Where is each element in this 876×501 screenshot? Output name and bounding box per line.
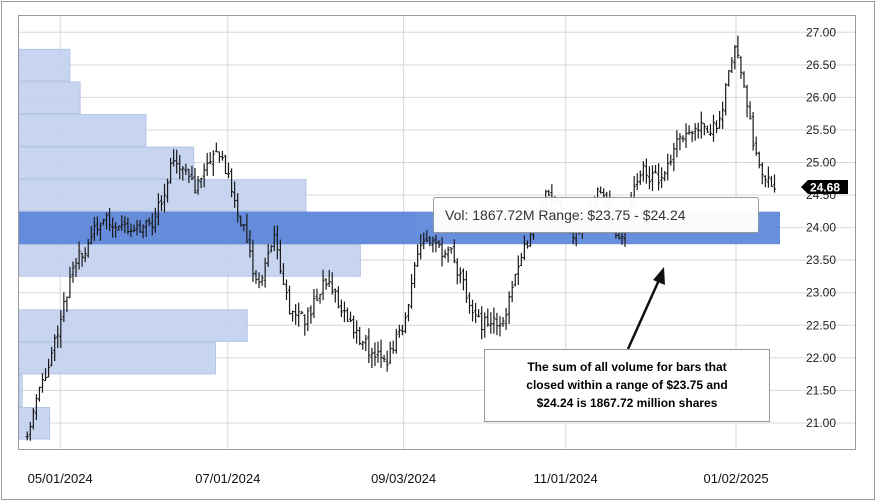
volume-bin — [18, 81, 81, 114]
y-axis: 21.0021.5022.0022.5023.0023.5024.0024.50… — [806, 25, 836, 430]
callout-line-2: closed within a range of $23.75 and — [526, 378, 727, 392]
x-tick-label: 01/02/2025 — [704, 471, 769, 486]
volume-bin — [18, 113, 147, 147]
y-tick-label: 21.50 — [806, 383, 836, 397]
x-axis: 05/01/2024 07/01/2024 09/03/2024 11/01/2024… — [28, 471, 769, 486]
x-tick-label: 09/03/2024 — [371, 471, 436, 486]
y-tick-label: 22.00 — [806, 351, 836, 365]
callout-line-1: The sum of all volume for bars that — [527, 360, 726, 374]
y-tick-label: 26.00 — [806, 90, 836, 104]
y-tick-label: 27.00 — [806, 25, 836, 39]
callout-box — [484, 349, 770, 422]
callout-line-3: $24.24 is 1867.72 million shares — [537, 396, 718, 410]
last-price-label: 24.68 — [810, 181, 840, 195]
y-tick-label: 21.00 — [806, 416, 836, 430]
annotation-arrow — [626, 267, 665, 350]
volume-tooltip: Vol: 1867.72M Range: $23.75 - $24.24 — [433, 197, 759, 233]
y-tick-label: 22.50 — [806, 318, 836, 332]
volume-bin — [18, 374, 23, 408]
last-price-marker — [801, 180, 848, 194]
x-tick-label: 11/01/2024 — [534, 471, 598, 486]
y-tick-label: 25.00 — [806, 156, 836, 170]
y-tick-label: 24.00 — [806, 221, 836, 235]
price-bars — [25, 35, 777, 441]
arrow-head — [653, 267, 665, 285]
tooltip-box — [433, 197, 759, 233]
tooltip-text: Vol: 1867.72M Range: $23.75 - $24.24 — [445, 207, 686, 223]
y-tick-label: 23.00 — [806, 286, 836, 300]
y-tick-label: 25.50 — [806, 123, 836, 137]
volume-bin — [18, 179, 307, 212]
volume-bin — [18, 407, 51, 440]
annotation-callout: The sum of all volume for bars that clos… — [484, 349, 770, 422]
y-tick-label: 26.50 — [806, 58, 836, 72]
arrow-line — [626, 279, 661, 350]
plot-area-frame — [18, 15, 856, 450]
y-tick-label: 23.50 — [806, 253, 836, 267]
last-price-badge: 24.68 — [801, 180, 848, 195]
x-tick-label: 05/01/2024 — [28, 471, 93, 486]
x-tick-label: 07/01/2024 — [195, 471, 260, 486]
volume-bin — [18, 48, 71, 82]
volume-bin — [18, 146, 195, 180]
volume-bin — [18, 309, 248, 342]
